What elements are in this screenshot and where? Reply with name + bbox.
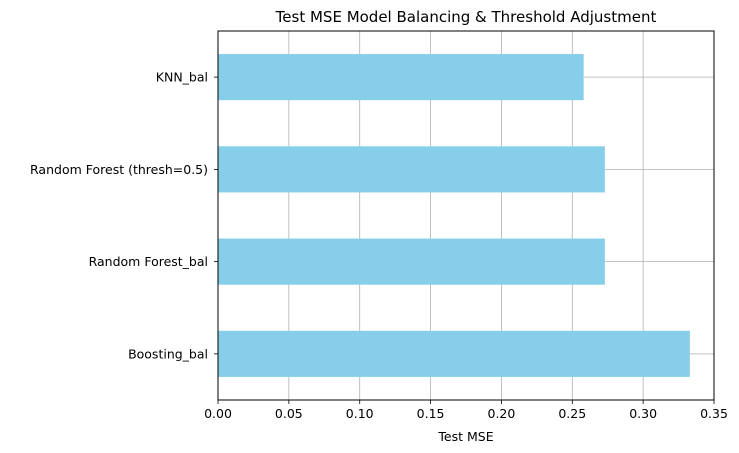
y-tick-label: Boosting_bal: [128, 346, 208, 361]
y-axis-ticks: KNN_bal Random Forest (thresh=0.5) Random …: [30, 70, 218, 361]
x-tick-label: 0.25: [558, 406, 586, 421]
y-tick-label: Random Forest (thresh=0.5): [30, 162, 208, 177]
bars: [218, 54, 690, 377]
chart-title: Test MSE Model Balancing & Threshold Adj…: [275, 8, 657, 26]
x-tick-label: 0.10: [346, 406, 374, 421]
bar-0: [218, 54, 584, 101]
bar-1: [218, 146, 605, 193]
x-tick-label: 0.00: [204, 406, 232, 421]
plot-frame: [217, 30, 715, 401]
x-tick-label: 0.20: [488, 406, 516, 421]
x-tick-label: 0.15: [417, 406, 445, 421]
x-tick-label: 0.30: [629, 406, 657, 421]
x-tick-label: 0.05: [275, 406, 303, 421]
y-tick-label: Random Forest_bal: [89, 254, 208, 269]
x-axis-ticks: 0.00 0.05 0.10 0.15 0.20 0.25 0.30 0.35: [204, 400, 728, 421]
x-tick-label: 0.35: [700, 406, 728, 421]
y-tick-label: KNN_bal: [156, 70, 208, 85]
bar-3: [218, 330, 690, 377]
x-axis-title: Test MSE: [437, 429, 493, 444]
bar-2: [218, 238, 605, 285]
